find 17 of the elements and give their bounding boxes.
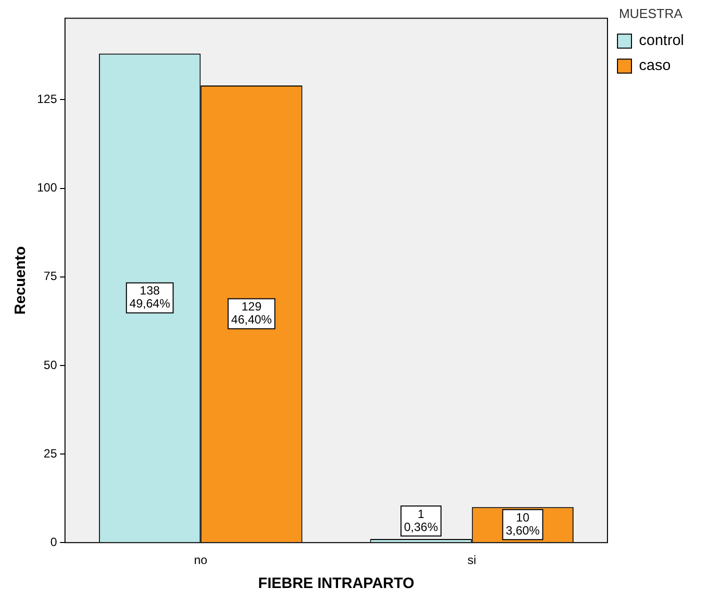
y-tick-label: 50 — [44, 358, 58, 372]
data-label: 10 3,60% — [506, 510, 540, 538]
x-tick-label: no — [194, 553, 208, 568]
y-tick-label: 25 — [44, 446, 58, 460]
y-tick-label: 125 — [36, 92, 58, 106]
legend-title: MUESTRA — [618, 6, 683, 22]
x-axis-title: FIEBRE INTRAPARTO — [258, 575, 415, 592]
y-tick-label: 100 — [36, 180, 58, 195]
legend-label: control — [638, 32, 684, 50]
x-tick-label: si — [468, 553, 476, 568]
y-axis-title: Recuento — [12, 246, 30, 315]
data-label: 138 49,64% — [129, 284, 170, 311]
y-tick-label: 75 — [44, 269, 58, 284]
y-tick-label: 0 — [50, 534, 58, 549]
data-label: 1 0,36% — [404, 506, 438, 534]
data-label: 129 46,40% — [231, 300, 272, 327]
legend-label: caso — [638, 57, 671, 74]
